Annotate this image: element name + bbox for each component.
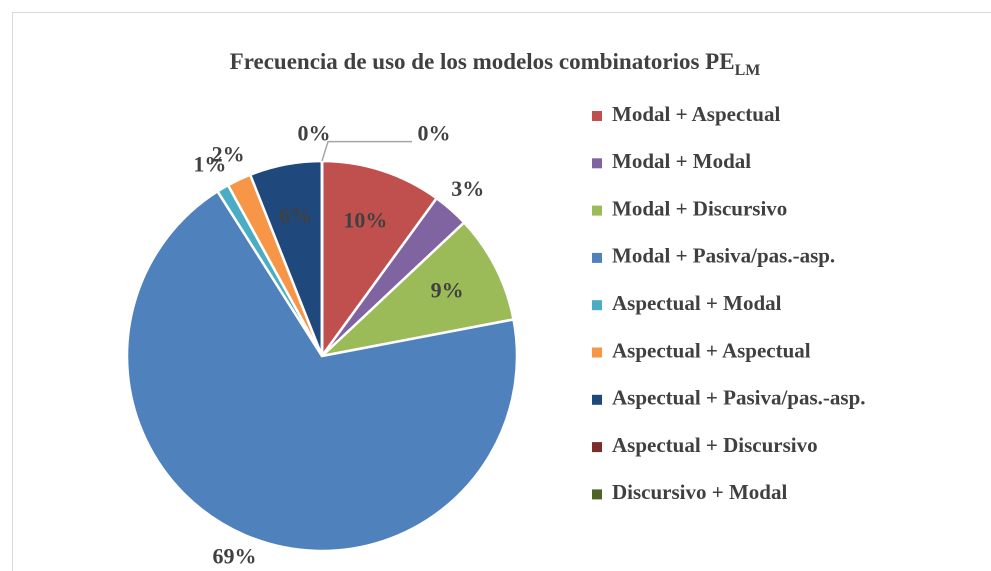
legend-label: Aspectual + Pasiva/pas.-asp. bbox=[612, 386, 866, 410]
legend-swatch bbox=[592, 252, 602, 263]
data-label: 3% bbox=[451, 176, 484, 201]
legend-label: Aspectual + Aspectual bbox=[612, 338, 811, 362]
legend-swatch bbox=[592, 394, 602, 405]
data-label: 10% bbox=[343, 208, 387, 233]
legend-label: Aspectual + Modal bbox=[612, 291, 782, 315]
title-main: Frecuencia de uso de los modelos combina… bbox=[230, 49, 735, 74]
data-label: 2% bbox=[212, 142, 245, 167]
chart-title: Frecuencia de uso de los modelos combina… bbox=[230, 49, 761, 78]
pie-slice bbox=[320, 159, 439, 360]
legend-swatch bbox=[592, 205, 602, 216]
legend-label: Discursivo + Modal bbox=[612, 480, 787, 504]
legend-label: Modal + Modal bbox=[612, 149, 751, 173]
legend-swatch bbox=[592, 489, 602, 500]
legend-swatch bbox=[592, 300, 602, 311]
pie-slice bbox=[125, 189, 519, 553]
legend-label: Modal + Discursivo bbox=[612, 196, 787, 220]
legend-label: Modal + Pasiva/pas.-asp. bbox=[612, 244, 835, 268]
data-label: 1% bbox=[193, 151, 226, 176]
pie-slice bbox=[318, 220, 516, 359]
data-label: 69% bbox=[212, 543, 256, 568]
data-label: 9% bbox=[431, 277, 464, 302]
data-label: 0% bbox=[298, 121, 331, 146]
legend-label: Aspectual + Discursivo bbox=[612, 433, 818, 457]
legend-swatch bbox=[592, 442, 602, 453]
data-label: 0% bbox=[418, 121, 451, 146]
legend-label: Modal + Aspectual bbox=[612, 102, 780, 126]
leader-line bbox=[321, 140, 412, 162]
legend-swatch bbox=[592, 158, 602, 169]
data-label: 6% bbox=[279, 203, 312, 228]
legend-swatch bbox=[592, 111, 602, 121]
title-subscript: LM bbox=[735, 62, 761, 79]
legend-swatch bbox=[592, 347, 602, 358]
